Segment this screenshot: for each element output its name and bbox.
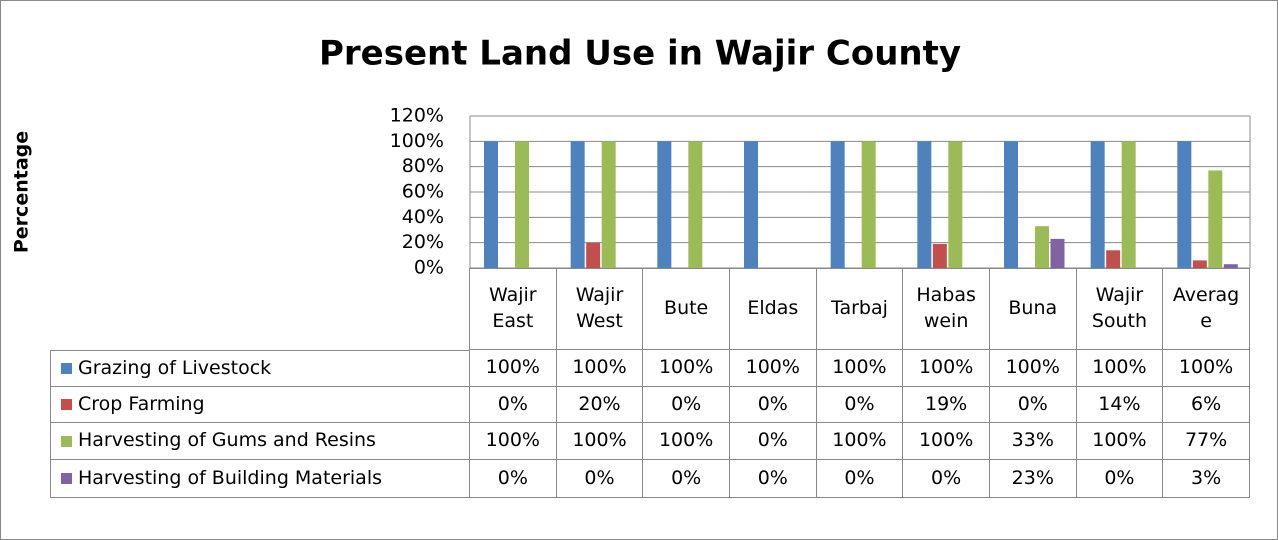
bar — [601, 141, 616, 268]
bar — [657, 141, 672, 268]
value-label: 100% — [903, 423, 990, 460]
value-label: 0% — [1076, 460, 1164, 498]
value-label: 0% — [729, 423, 817, 460]
y-tick-label: 120% — [390, 105, 444, 127]
category-label: Average — [1163, 268, 1250, 350]
value-label: 0% — [816, 387, 904, 423]
bar — [1192, 260, 1207, 268]
y-tick-label: 40% — [402, 206, 444, 228]
value-label: 0% — [643, 460, 730, 498]
y-tick-label: 20% — [402, 231, 444, 253]
legend-entry: Grazing of Livestock — [50, 350, 470, 387]
value-label: 0% — [729, 387, 817, 423]
value-label: 100% — [989, 350, 1077, 387]
category-label: Wajir West — [556, 268, 644, 350]
value-label: 100% — [470, 350, 557, 387]
bar — [688, 141, 703, 268]
y-tick-label: 100% — [390, 130, 444, 152]
value-label: 20% — [556, 387, 644, 423]
value-label: 0% — [989, 387, 1077, 423]
value-label: 100% — [1076, 423, 1164, 460]
value-label: 100% — [903, 350, 990, 387]
value-label: 100% — [816, 350, 904, 387]
value-label: 6% — [1163, 387, 1250, 423]
value-label: 100% — [729, 350, 817, 387]
legend-swatch — [61, 399, 72, 410]
category-label: Bute — [643, 268, 730, 350]
category-label: Wajir South — [1076, 268, 1164, 350]
category-label: Buna — [989, 268, 1077, 350]
value-label: 0% — [556, 460, 644, 498]
value-label: 100% — [556, 423, 644, 460]
category-label: Habaswein — [903, 268, 990, 350]
bar — [830, 141, 845, 268]
value-label: 19% — [903, 387, 990, 423]
bar — [917, 141, 932, 268]
data-table: Wajir East Wajir West Bute Eldas Tarbaj Habas… — [50, 268, 1250, 498]
value-label: 0% — [816, 460, 904, 498]
bar — [861, 141, 876, 268]
bar — [1090, 141, 1105, 268]
bar — [484, 141, 498, 268]
y-tick-label: 80% — [402, 155, 444, 177]
bar — [1208, 170, 1223, 268]
bar — [948, 141, 963, 268]
value-label: 100% — [816, 423, 904, 460]
legend-swatch — [61, 435, 72, 447]
value-label: 100% — [1076, 350, 1164, 387]
value-label: 33% — [989, 423, 1077, 460]
bar — [1121, 141, 1136, 268]
bar — [1050, 238, 1065, 268]
value-label: 100% — [470, 423, 557, 460]
legend-text: Crop Farming — [78, 392, 205, 415]
value-label: 100% — [556, 350, 644, 387]
bar — [744, 141, 758, 268]
value-label: 100% — [643, 423, 730, 460]
legend-text: Grazing of Livestock — [78, 356, 272, 379]
value-label: 100% — [643, 350, 730, 387]
category-label: Tarbaj — [816, 268, 904, 350]
bar — [586, 242, 601, 268]
legend-entry: Harvesting of Building Materials — [50, 460, 470, 498]
value-label: 0% — [729, 460, 817, 498]
bar — [1177, 141, 1192, 268]
value-label: 14% — [1076, 387, 1164, 423]
y-tick-label: 60% — [402, 181, 444, 203]
bar — [570, 141, 585, 268]
bar — [932, 243, 947, 268]
y-axis-label: Percentage — [11, 131, 33, 253]
bar — [1004, 141, 1018, 268]
value-label: 3% — [1163, 460, 1250, 498]
table-corner — [50, 268, 470, 350]
value-label: 100% — [1163, 350, 1250, 387]
legend-text: Harvesting of Building Materials — [78, 466, 382, 489]
value-label: 0% — [903, 460, 990, 498]
value-label: 0% — [470, 460, 557, 498]
bar — [1223, 264, 1238, 268]
legend-entry: Harvesting of Gums and Resins — [50, 423, 470, 460]
bar — [1035, 226, 1049, 268]
category-label: Eldas — [729, 268, 817, 350]
value-label: 0% — [470, 387, 557, 423]
value-label: 23% — [989, 460, 1077, 498]
legend-entry: Crop Farming — [50, 387, 470, 423]
bar — [1106, 250, 1121, 268]
chart-title: Present Land Use in Wajir County — [319, 34, 961, 74]
value-label: 77% — [1163, 423, 1250, 460]
category-label: Wajir East — [470, 268, 557, 350]
bar — [515, 141, 529, 268]
legend-text: Harvesting of Gums and Resins — [78, 429, 376, 452]
value-label: 0% — [643, 387, 730, 423]
legend-swatch — [61, 473, 72, 484]
legend-swatch — [61, 363, 72, 374]
y-tick-label: 0% — [414, 257, 444, 279]
